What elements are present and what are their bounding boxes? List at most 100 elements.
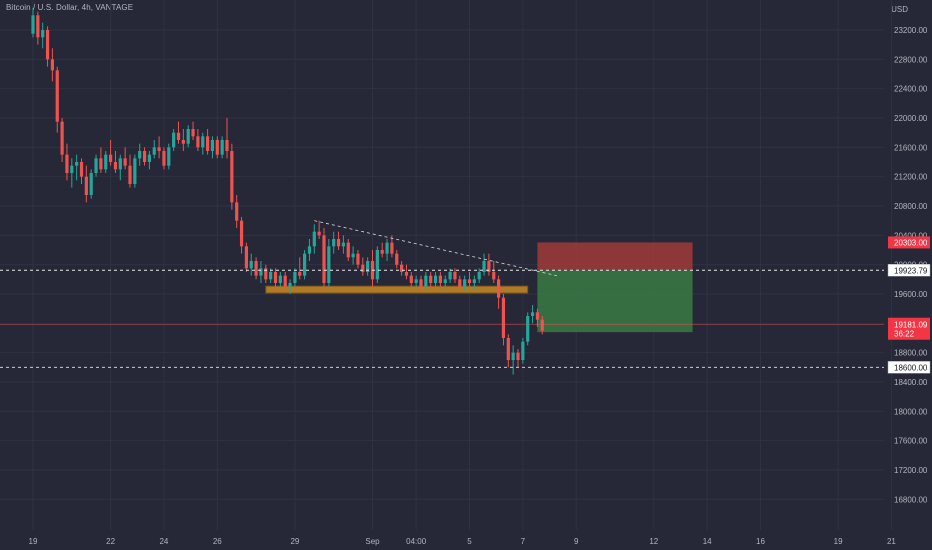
y-tick-label: 22000.00	[894, 114, 928, 123]
candle-body	[487, 261, 491, 272]
x-tick-label: 04:00	[406, 537, 427, 546]
candle-body	[210, 140, 215, 151]
candle-body	[540, 319, 544, 331]
y-tick-label: 19600.00	[894, 290, 928, 299]
candle-body	[249, 261, 253, 269]
candle-body	[104, 154, 108, 170]
candle-body	[303, 253, 307, 276]
x-tick-label: 26	[213, 537, 222, 546]
candle-body	[264, 268, 268, 280]
candle-body	[176, 132, 181, 140]
candle-body	[341, 242, 345, 247]
x-tick-label: 16	[756, 537, 765, 546]
y-tick-label: 17200.00	[894, 466, 928, 475]
chart-title: Bitcoin / U.S. Dollar, 4h, VANTAGE	[6, 3, 134, 12]
candle-body	[390, 242, 394, 254]
y-tick-label: 18000.00	[894, 407, 928, 416]
candle-body	[404, 272, 409, 276]
y-tick-label: 16800.00	[894, 495, 928, 504]
candle-body	[113, 162, 118, 170]
candle-body	[181, 140, 185, 144]
y-tick-label: 20800.00	[894, 202, 928, 211]
candle-body	[123, 158, 127, 166]
stop-loss-zone	[537, 242, 693, 271]
last-price-label-box	[888, 317, 930, 340]
bar-countdown-text: 36:22	[894, 330, 915, 339]
candle-body	[438, 275, 442, 283]
candle-body	[220, 140, 224, 155]
y-tick-label: 22800.00	[894, 55, 928, 64]
candle-body	[65, 154, 69, 173]
candle-body	[84, 176, 88, 195]
candle-body	[501, 297, 506, 338]
candle-body	[458, 279, 462, 287]
candle-body	[109, 154, 113, 162]
candle-body	[235, 202, 239, 221]
candle-body	[385, 242, 389, 254]
candle-body	[225, 140, 229, 151]
candle-body	[79, 162, 84, 177]
candle-body	[269, 272, 273, 280]
support-zone-rect	[265, 285, 529, 294]
x-tick-label: 22	[106, 537, 115, 546]
candle-body	[99, 158, 103, 170]
candle-body	[273, 272, 278, 283]
x-tick-label: Sep	[365, 537, 380, 546]
x-tick-label: 7	[521, 537, 526, 546]
candle-body	[138, 151, 142, 159]
candle-body	[278, 275, 282, 283]
x-tick-label: 24	[159, 537, 168, 546]
candle-body	[327, 246, 331, 283]
candle-body	[118, 158, 122, 170]
descending-trendline	[314, 220, 557, 277]
candle-body	[521, 341, 525, 360]
candle-body	[142, 151, 147, 162]
candle-body	[128, 165, 132, 184]
candle-body	[351, 253, 355, 258]
y-tick-label: 17600.00	[894, 437, 928, 446]
candle-body	[380, 250, 384, 254]
y-tick-label: 18800.00	[894, 349, 928, 358]
price-label-box	[887, 361, 931, 374]
candle-body	[201, 136, 205, 148]
candle-body	[463, 279, 467, 287]
candle-body	[400, 264, 404, 272]
candle-body	[196, 136, 200, 148]
candle-body	[147, 154, 151, 162]
candle-body	[511, 352, 515, 360]
candle-body	[55, 70, 59, 122]
candle-body	[191, 129, 195, 137]
candle-body	[409, 275, 413, 283]
candle-body	[433, 275, 438, 283]
candle-body	[259, 268, 263, 276]
candle-body	[50, 59, 54, 71]
candle-body	[429, 275, 433, 283]
candle-body	[298, 272, 302, 276]
candle-body	[45, 30, 50, 60]
candle-body	[322, 235, 326, 283]
y-tick-label: 23200.00	[894, 26, 928, 35]
candle-body	[526, 316, 530, 342]
stop-price-label-box	[888, 236, 930, 249]
candle-body	[157, 147, 161, 151]
candle-body	[36, 15, 40, 38]
candle-body	[307, 246, 312, 254]
candle-body	[395, 253, 399, 265]
candle-body	[70, 165, 74, 173]
candle-body	[414, 279, 418, 283]
candle-body	[239, 220, 244, 247]
price-label-text: 19923.79	[894, 266, 928, 275]
candle-body	[60, 121, 64, 155]
x-tick-label: 19	[834, 537, 843, 546]
candle-body	[152, 147, 156, 155]
y-tick-label: 22400.00	[894, 85, 928, 94]
candle-body	[75, 162, 79, 166]
candle-body	[186, 129, 190, 144]
candle-body	[89, 173, 93, 195]
candle-body	[453, 272, 457, 280]
candle-body	[215, 140, 219, 155]
price-label-box	[887, 264, 931, 277]
take-profit-zone	[537, 270, 693, 333]
candle-body	[206, 136, 210, 151]
